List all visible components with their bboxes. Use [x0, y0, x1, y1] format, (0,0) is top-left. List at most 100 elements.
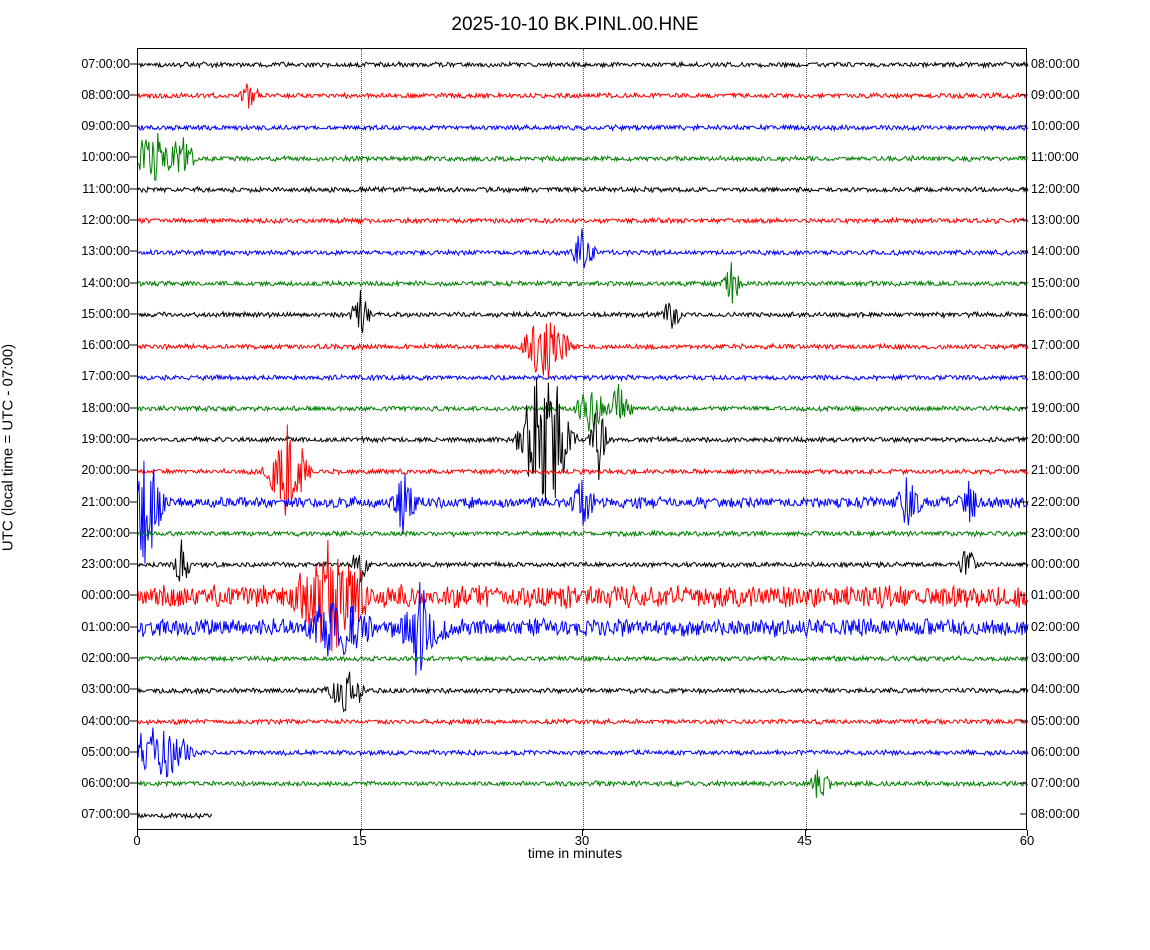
row-right-tick-0 [1020, 63, 1027, 64]
waveform-20 [138, 675, 1028, 706]
row-right-tick-11 [1020, 407, 1027, 408]
row-left-tick-13 [130, 470, 137, 471]
trace-row-220000 [138, 518, 1028, 549]
xtick-label-0: 0 [133, 833, 140, 848]
waveform-11 [138, 393, 1028, 424]
plot-area [137, 48, 1027, 830]
row-left-tick-15 [130, 532, 137, 533]
row-right-label-21: 05:00:00 [1031, 714, 1141, 728]
row-right-label-9: 17:00:00 [1031, 338, 1141, 352]
row-left-tick-5 [130, 220, 137, 221]
row-right-label-6: 14:00:00 [1031, 244, 1141, 258]
waveform-24 [138, 800, 1028, 831]
row-left-label-21: 04:00:00 [0, 714, 130, 728]
row-right-label-23: 07:00:00 [1031, 776, 1141, 790]
row-right-label-15: 23:00:00 [1031, 526, 1141, 540]
trace-row-230000 [138, 549, 1028, 580]
row-right-label-4: 12:00:00 [1031, 182, 1141, 196]
row-right-tick-4 [1020, 188, 1027, 189]
row-left-tick-9 [130, 345, 137, 346]
row-left-tick-24 [130, 814, 137, 815]
waveform-9 [138, 331, 1028, 362]
row-right-label-17: 01:00:00 [1031, 588, 1141, 602]
row-left-label-23: 06:00:00 [0, 776, 130, 790]
trace-row-140000 [138, 268, 1028, 299]
row-left-tick-6 [130, 251, 137, 252]
row-left-label-18: 01:00:00 [0, 620, 130, 634]
row-right-label-14: 22:00:00 [1031, 495, 1141, 509]
waveform-2 [138, 112, 1028, 143]
row-right-tick-12 [1020, 439, 1027, 440]
trace-row-120000 [138, 205, 1028, 236]
trace-row-000000 [138, 581, 1028, 612]
row-right-tick-19 [1020, 657, 1027, 658]
trace-row-080000 [138, 80, 1028, 111]
row-left-label-17: 00:00:00 [0, 588, 130, 602]
trace-row-150000 [138, 299, 1028, 330]
trace-row-210000 [138, 487, 1028, 518]
trace-row-200000 [138, 456, 1028, 487]
trace-row-170000 [138, 362, 1028, 393]
waveform-23 [138, 768, 1028, 799]
trace-row-130000 [138, 237, 1028, 268]
waveform-15 [138, 518, 1028, 549]
row-right-tick-3 [1020, 157, 1027, 158]
row-left-tick-20 [130, 689, 137, 690]
row-left-label-22: 05:00:00 [0, 745, 130, 759]
row-right-tick-6 [1020, 251, 1027, 252]
row-right-label-0: 08:00:00 [1031, 57, 1141, 71]
trace-row-030000 [138, 675, 1028, 706]
trace-row-020000 [138, 643, 1028, 674]
row-right-label-20: 04:00:00 [1031, 682, 1141, 696]
row-right-tick-9 [1020, 345, 1027, 346]
row-right-label-11: 19:00:00 [1031, 401, 1141, 415]
row-left-label-4: 11:00:00 [0, 182, 130, 196]
row-right-label-22: 06:00:00 [1031, 745, 1141, 759]
row-left-tick-3 [130, 157, 137, 158]
waveform-4 [138, 174, 1028, 205]
waveform-0 [138, 49, 1028, 80]
row-left-label-0: 07:00:00 [0, 57, 130, 71]
waveform-21 [138, 706, 1028, 737]
row-right-label-13: 21:00:00 [1031, 463, 1141, 477]
trace-row-010000 [138, 612, 1028, 643]
row-right-tick-8 [1020, 313, 1027, 314]
waveform-5 [138, 205, 1028, 236]
row-right-tick-1 [1020, 94, 1027, 95]
row-left-label-20: 03:00:00 [0, 682, 130, 696]
trace-row-040000 [138, 706, 1028, 737]
row-left-tick-4 [130, 188, 137, 189]
row-left-label-19: 02:00:00 [0, 651, 130, 665]
row-right-label-12: 20:00:00 [1031, 432, 1141, 446]
row-right-tick-22 [1020, 751, 1027, 752]
row-right-tick-17 [1020, 595, 1027, 596]
waveform-8 [138, 299, 1028, 330]
row-left-tick-18 [130, 626, 137, 627]
row-right-tick-18 [1020, 626, 1027, 627]
waveform-16 [138, 549, 1028, 580]
waveform-13 [138, 456, 1028, 487]
row-right-label-10: 18:00:00 [1031, 369, 1141, 383]
row-left-tick-8 [130, 313, 137, 314]
row-right-label-1: 09:00:00 [1031, 88, 1141, 102]
waveform-17 [138, 581, 1028, 612]
row-left-label-16: 23:00:00 [0, 557, 130, 571]
seismogram-chart: 2025-10-10 BK.PINL.00.HNE UTC (local tim… [0, 0, 1150, 950]
row-right-label-18: 02:00:00 [1031, 620, 1141, 634]
row-right-tick-7 [1020, 282, 1027, 283]
trace-row-070000 [138, 49, 1028, 80]
xtick-label-15: 15 [352, 833, 366, 848]
row-left-label-5: 12:00:00 [0, 213, 130, 227]
waveform-12 [138, 424, 1028, 455]
trace-row-100000 [138, 143, 1028, 174]
row-left-tick-7 [130, 282, 137, 283]
row-right-label-8: 16:00:00 [1031, 307, 1141, 321]
waveform-7 [138, 268, 1028, 299]
row-left-tick-10 [130, 376, 137, 377]
row-right-label-7: 15:00:00 [1031, 276, 1141, 290]
waveform-18 [138, 612, 1028, 643]
xtick-label-60: 60 [1020, 833, 1034, 848]
trace-row-190000 [138, 424, 1028, 455]
xtick-label-30: 30 [575, 833, 589, 848]
row-left-tick-17 [130, 595, 137, 596]
